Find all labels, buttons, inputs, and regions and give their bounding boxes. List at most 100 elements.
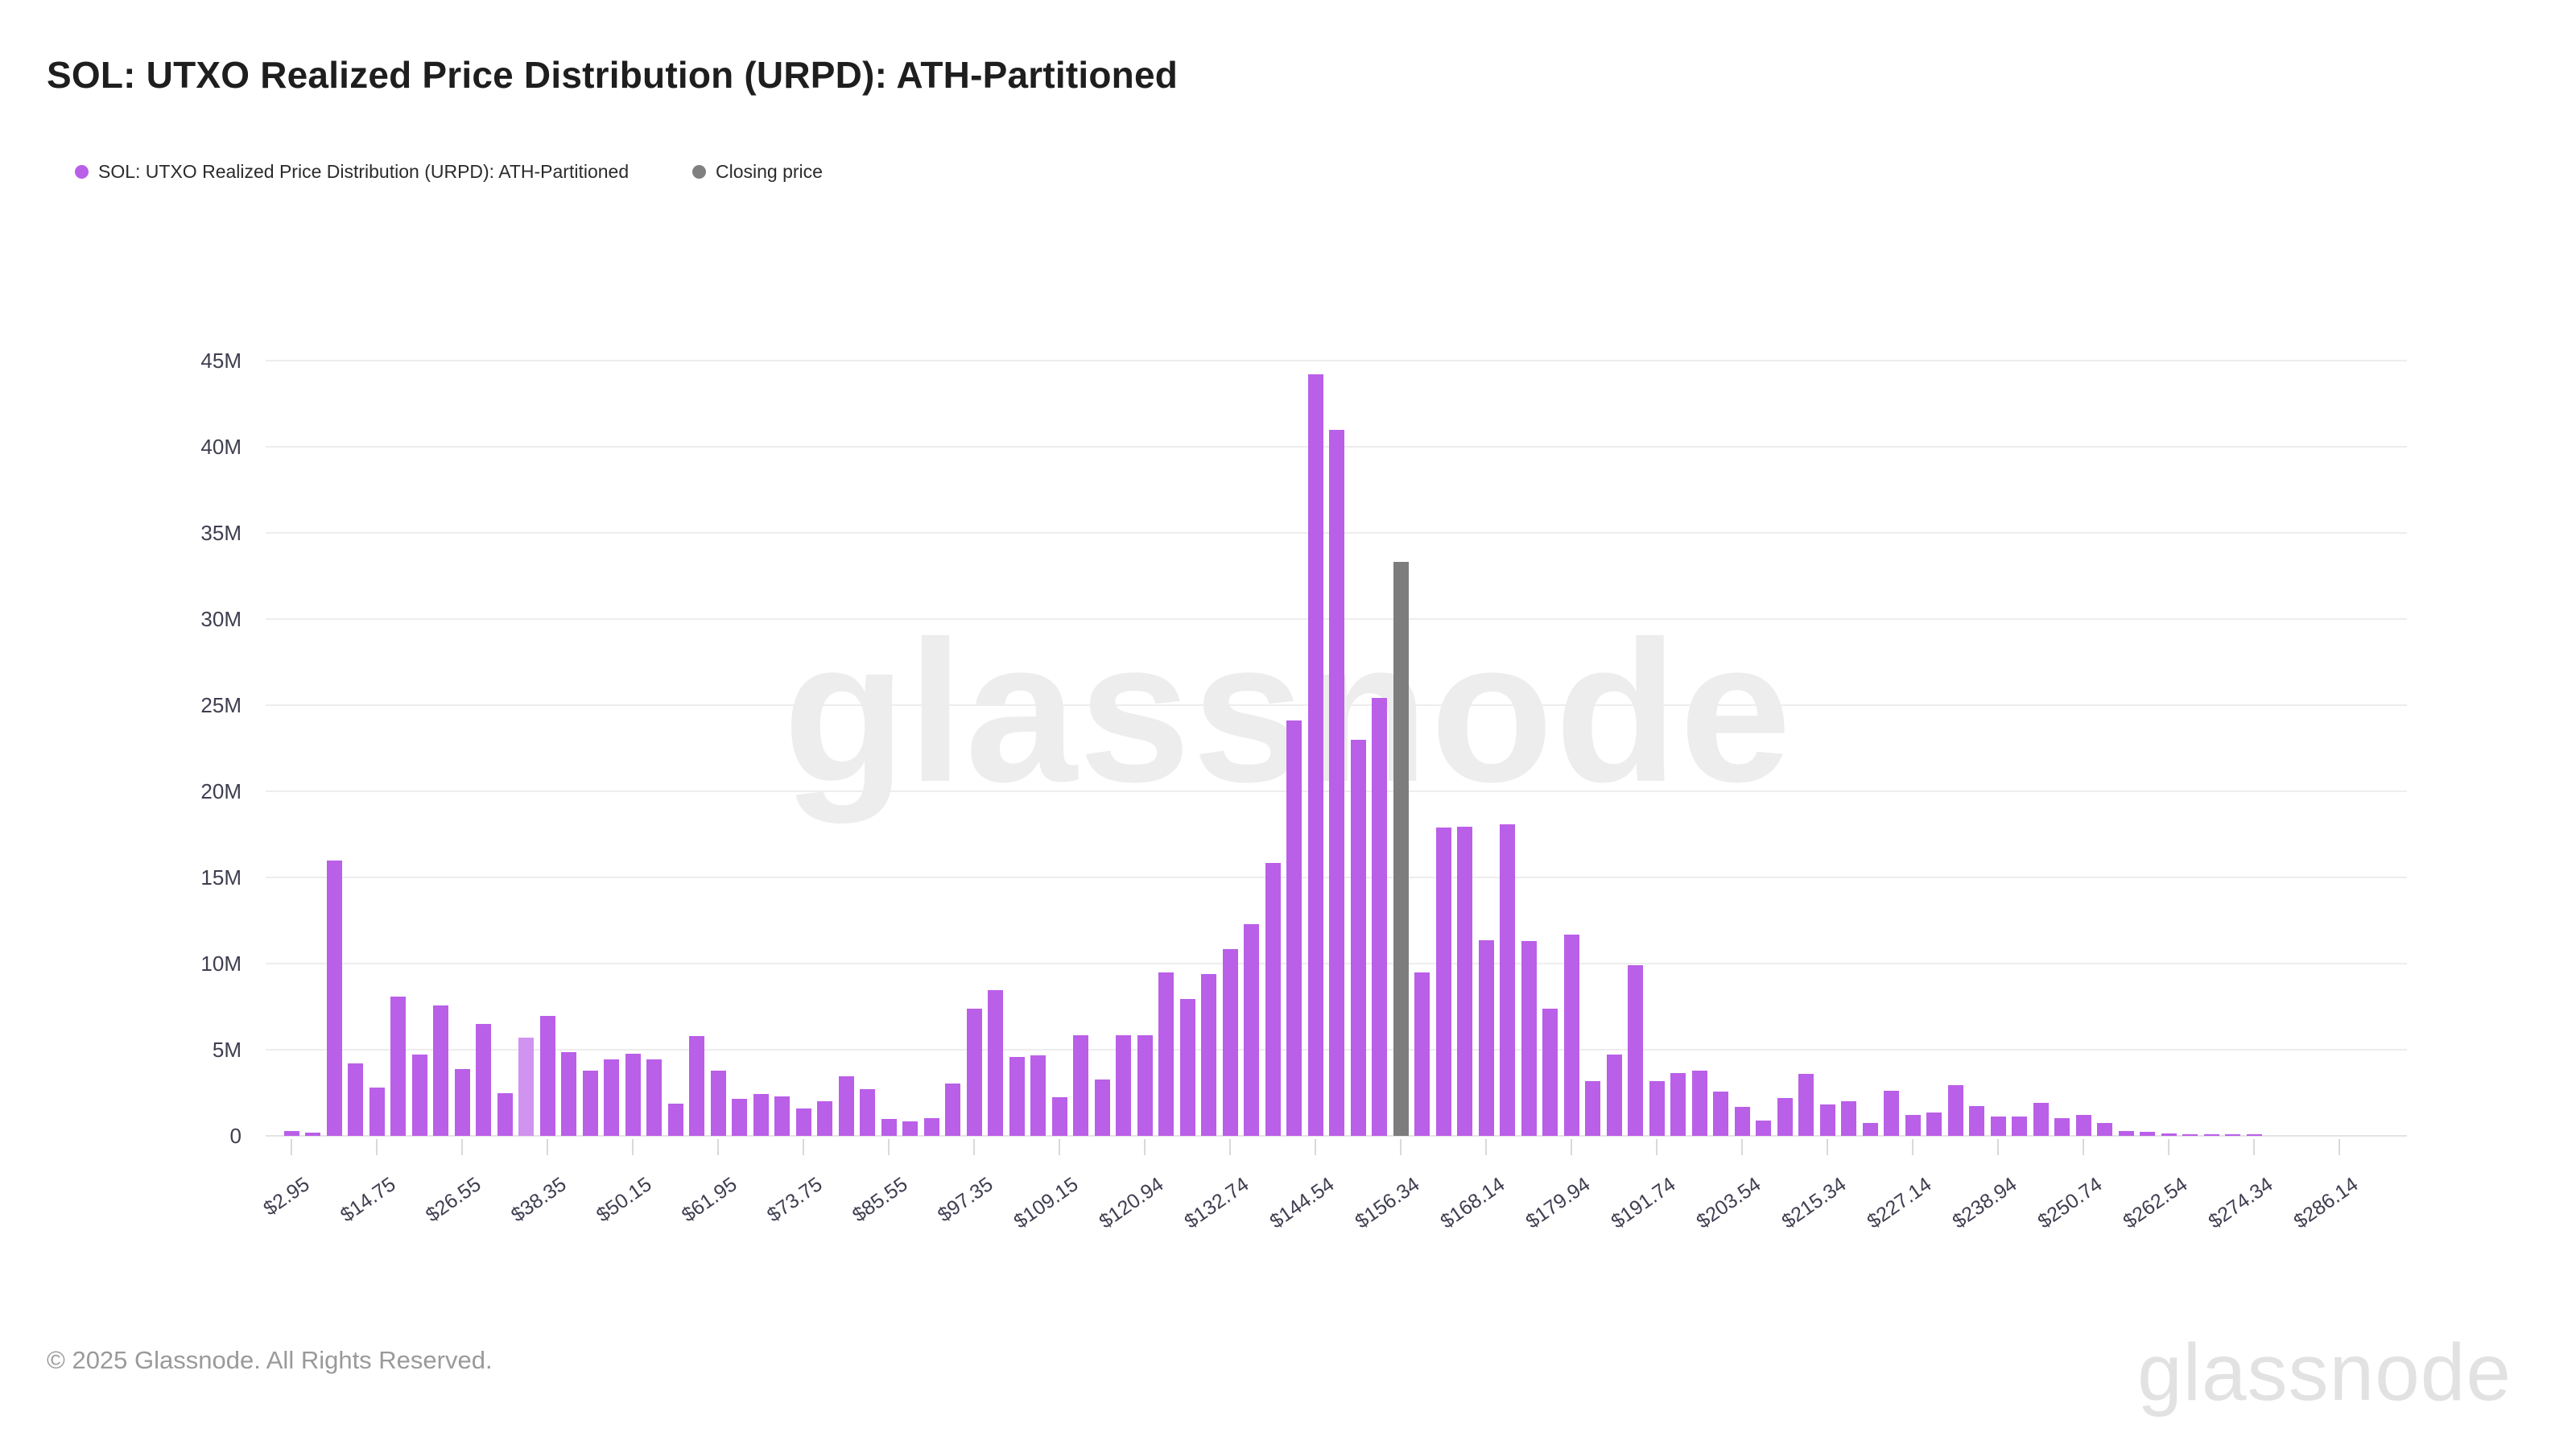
urpd-bar[interactable] (988, 990, 1003, 1136)
urpd-bar[interactable] (1563, 934, 1579, 1136)
urpd-bar[interactable] (1819, 1104, 1835, 1136)
urpd-bar[interactable] (1265, 862, 1281, 1136)
urpd-bar[interactable] (1457, 826, 1472, 1136)
urpd-bar[interactable] (625, 1054, 641, 1136)
urpd-bar[interactable] (1969, 1105, 1984, 1136)
urpd-bar[interactable] (539, 1016, 555, 1136)
urpd-bar[interactable] (860, 1089, 875, 1136)
urpd-bar[interactable] (1435, 827, 1451, 1136)
legend-item-closing-price[interactable]: Closing price (692, 161, 823, 182)
urpd-bar[interactable] (2118, 1130, 2134, 1136)
urpd-bar[interactable] (667, 1104, 683, 1136)
urpd-bar[interactable] (1862, 1122, 1878, 1136)
urpd-bar[interactable] (1947, 1084, 1963, 1136)
urpd-bar[interactable] (433, 1005, 448, 1136)
urpd-bar[interactable] (476, 1023, 491, 1136)
urpd-bar[interactable] (1222, 948, 1238, 1136)
urpd-bar[interactable] (2225, 1134, 2240, 1136)
urpd-bar[interactable] (902, 1121, 918, 1136)
x-axis-label: $156.34 (1350, 1173, 1424, 1233)
urpd-bar[interactable] (2203, 1134, 2219, 1136)
urpd-bar[interactable] (561, 1052, 576, 1136)
urpd-bar[interactable] (2012, 1117, 2027, 1136)
urpd-bar[interactable] (518, 1038, 534, 1136)
urpd-bar[interactable] (774, 1096, 790, 1136)
urpd-bar[interactable] (1500, 824, 1515, 1136)
urpd-bar[interactable] (604, 1059, 619, 1136)
urpd-bar[interactable] (795, 1108, 811, 1136)
urpd-bar[interactable] (1350, 739, 1366, 1136)
urpd-bar[interactable] (1201, 973, 1216, 1136)
urpd-bar[interactable] (1372, 698, 1387, 1136)
urpd-bar[interactable] (1179, 998, 1195, 1136)
urpd-bar[interactable] (1286, 720, 1302, 1136)
urpd-bar[interactable] (1798, 1073, 1814, 1136)
urpd-bar[interactable] (966, 1008, 982, 1136)
urpd-bar[interactable] (1137, 1034, 1153, 1136)
urpd-bar[interactable] (497, 1092, 513, 1136)
urpd-bar[interactable] (2182, 1134, 2198, 1136)
urpd-bar[interactable] (923, 1117, 939, 1136)
urpd-bar[interactable] (454, 1068, 470, 1136)
urpd-bar[interactable] (2161, 1133, 2177, 1136)
urpd-bar[interactable] (2054, 1117, 2070, 1136)
x-axis-tick (376, 1139, 378, 1155)
urpd-bar[interactable] (1542, 1008, 1558, 1136)
urpd-bar[interactable] (1926, 1113, 1942, 1136)
urpd-bar[interactable] (1116, 1034, 1131, 1136)
urpd-bar[interactable] (1649, 1080, 1665, 1136)
urpd-bar[interactable] (1884, 1091, 1899, 1136)
urpd-bar[interactable] (881, 1118, 897, 1136)
urpd-bar[interactable] (348, 1063, 363, 1136)
urpd-bar[interactable] (1478, 940, 1494, 1136)
y-axis-label: 30M (200, 607, 242, 631)
urpd-bar[interactable] (732, 1098, 747, 1136)
urpd-bar[interactable] (1713, 1092, 1728, 1136)
urpd-bar[interactable] (689, 1035, 704, 1136)
legend-item-urpd[interactable]: SOL: UTXO Realized Price Distribution (U… (75, 161, 629, 182)
urpd-bar[interactable] (1030, 1055, 1046, 1136)
urpd-bar[interactable] (646, 1059, 662, 1136)
urpd-bar[interactable] (2140, 1131, 2155, 1136)
urpd-bar[interactable] (945, 1083, 960, 1136)
urpd-bar[interactable] (369, 1088, 385, 1136)
urpd-bar[interactable] (305, 1132, 320, 1136)
urpd-bar[interactable] (753, 1093, 769, 1136)
urpd-bar[interactable] (1414, 972, 1430, 1136)
urpd-bar[interactable] (1307, 374, 1323, 1136)
urpd-bar[interactable] (2097, 1122, 2112, 1136)
urpd-bar[interactable] (710, 1070, 726, 1136)
urpd-bar[interactable] (1009, 1056, 1025, 1136)
urpd-bar[interactable] (1606, 1055, 1622, 1136)
urpd-bar[interactable] (1691, 1070, 1707, 1136)
urpd-bar[interactable] (1756, 1120, 1771, 1136)
urpd-bar[interactable] (2033, 1103, 2049, 1136)
urpd-bar[interactable] (1585, 1080, 1600, 1136)
x-axis-tick (2083, 1139, 2084, 1155)
urpd-bar[interactable] (817, 1101, 832, 1136)
urpd-bar[interactable] (2246, 1134, 2262, 1136)
urpd-bar[interactable] (1158, 972, 1174, 1136)
urpd-bar[interactable] (1051, 1096, 1067, 1136)
urpd-bar[interactable] (390, 996, 406, 1136)
x-axis-tick (1827, 1139, 1828, 1155)
urpd-bar[interactable] (1777, 1097, 1793, 1136)
urpd-bar[interactable] (1094, 1080, 1110, 1136)
urpd-bar[interactable] (1628, 965, 1643, 1136)
urpd-bar[interactable] (1990, 1117, 2006, 1136)
urpd-bar[interactable] (838, 1076, 854, 1136)
urpd-bar[interactable] (1244, 923, 1259, 1136)
urpd-bar[interactable] (1734, 1106, 1750, 1136)
urpd-bar[interactable] (326, 860, 342, 1136)
urpd-bar[interactable] (1670, 1072, 1686, 1136)
urpd-bar[interactable] (1329, 429, 1344, 1136)
urpd-bar[interactable] (1905, 1115, 1921, 1136)
closing-price-bar[interactable] (1393, 562, 1409, 1136)
urpd-bar[interactable] (2075, 1115, 2091, 1136)
urpd-bar[interactable] (1073, 1034, 1088, 1136)
urpd-bar[interactable] (283, 1130, 299, 1136)
urpd-bar[interactable] (1521, 941, 1537, 1136)
urpd-bar[interactable] (1841, 1101, 1856, 1136)
urpd-bar[interactable] (582, 1070, 598, 1136)
urpd-bar[interactable] (411, 1055, 427, 1136)
